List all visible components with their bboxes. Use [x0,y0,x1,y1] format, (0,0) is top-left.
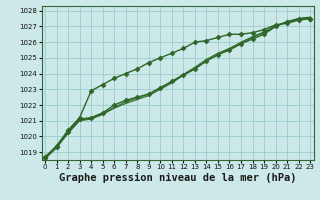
X-axis label: Graphe pression niveau de la mer (hPa): Graphe pression niveau de la mer (hPa) [59,173,296,183]
